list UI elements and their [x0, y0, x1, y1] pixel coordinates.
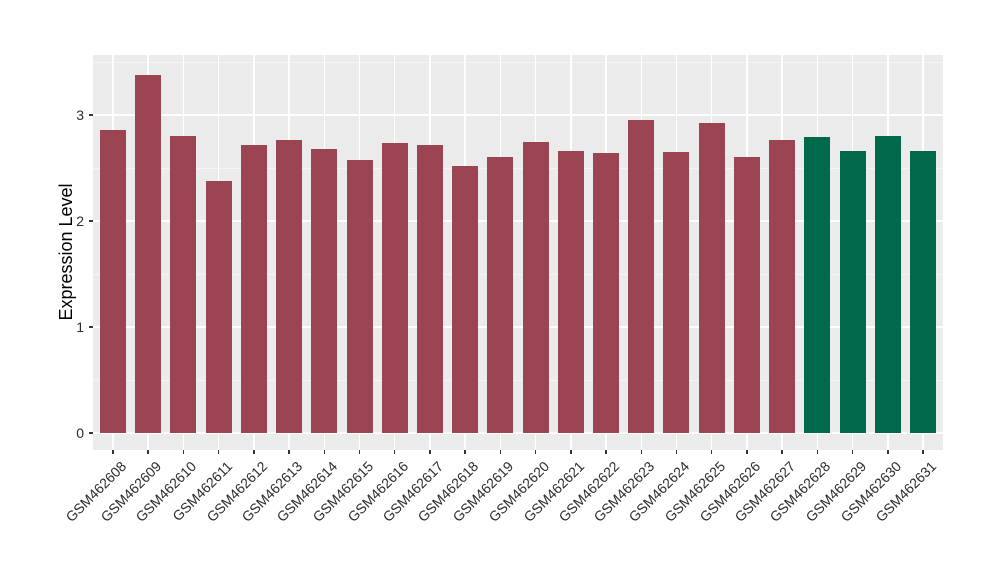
x-axis-tick [499, 450, 502, 454]
bar-gsm462616 [381, 142, 408, 433]
x-axis-tick [429, 450, 431, 454]
bar-gsm462627 [769, 140, 796, 433]
bar-gsm462613 [276, 140, 303, 433]
bar-gsm462621 [557, 151, 584, 433]
bar-gsm462629 [839, 151, 866, 433]
y-axis-tick [89, 432, 93, 434]
x-axis-tick [217, 450, 220, 454]
bar-gsm462628 [804, 137, 831, 433]
bar-gsm462625 [698, 123, 725, 433]
gridline-minor-h [93, 379, 943, 381]
gridline-major-h [93, 114, 943, 116]
bar-gsm462608 [100, 129, 126, 433]
bar-gsm462623 [628, 120, 655, 433]
gridline-minor-h [93, 61, 943, 63]
x-axis-tick [887, 450, 889, 454]
x-axis-tick [746, 450, 748, 454]
gridline-major-h [93, 220, 943, 222]
x-axis-tick [710, 450, 713, 454]
x-axis-tick [640, 450, 642, 454]
gridline-minor-h [93, 273, 943, 275]
y-axis-tick [89, 220, 93, 222]
x-axis-tick [253, 450, 255, 454]
bar-gsm462615 [346, 159, 373, 433]
x-axis-tick [534, 450, 537, 454]
bar-gsm462620 [522, 141, 549, 433]
x-axis-tick [605, 450, 607, 454]
x-axis-tick [816, 450, 819, 454]
bar-gsm462624 [663, 152, 690, 433]
x-axis-tick [570, 450, 572, 454]
bar-gsm462614 [311, 148, 338, 433]
x-axis-tick [288, 450, 290, 454]
bar-gsm462631 [909, 151, 936, 433]
bar-gsm462630 [874, 136, 901, 433]
x-axis-tick [147, 450, 149, 454]
plot-panel [93, 55, 943, 450]
x-axis-tick [464, 450, 466, 454]
bar-gsm462610 [170, 136, 197, 433]
x-axis-tick [358, 450, 361, 454]
y-tick-label: 3 [76, 107, 84, 123]
bar-gsm462611 [205, 180, 232, 433]
bar-gsm462617 [416, 144, 443, 433]
bar-gsm462626 [733, 157, 760, 433]
x-axis-tick [112, 450, 114, 454]
gridline-minor-h [93, 167, 943, 169]
y-axis-tick [89, 114, 93, 116]
y-tick-label: 1 [76, 319, 84, 335]
gridline-major-h [93, 432, 943, 434]
gridline-major-h [93, 326, 943, 328]
y-tick-label: 0 [76, 425, 84, 441]
x-axis-tick [851, 450, 854, 454]
x-axis-tick [393, 450, 396, 454]
x-axis-tick [675, 450, 678, 454]
bar-gsm462619 [487, 157, 514, 433]
x-axis-tick [922, 450, 924, 454]
y-axis-tick [89, 326, 93, 328]
y-tick-label: 2 [76, 213, 84, 229]
x-axis-tick [781, 450, 783, 454]
bar-gsm462609 [135, 74, 162, 433]
bar-gsm462612 [240, 144, 267, 433]
bar-gsm462622 [593, 153, 620, 433]
x-axis-tick [323, 450, 326, 454]
bar-gsm462618 [452, 165, 479, 433]
x-axis-tick [182, 450, 185, 454]
